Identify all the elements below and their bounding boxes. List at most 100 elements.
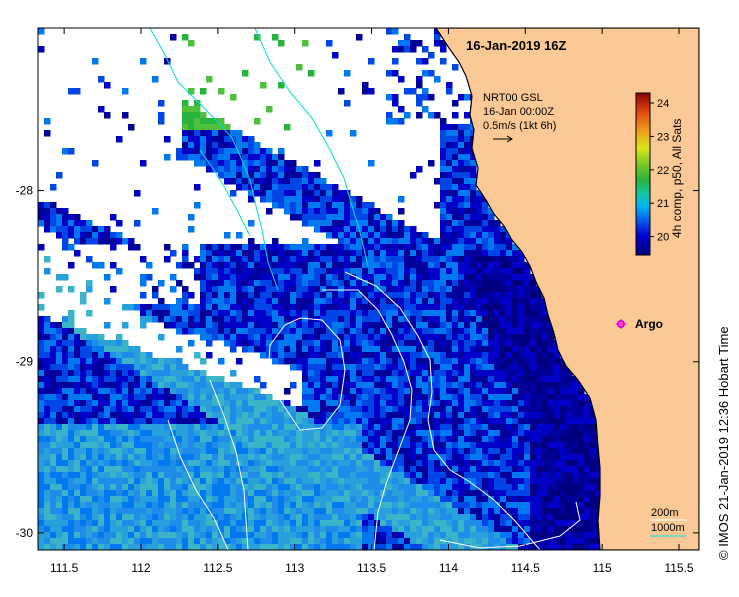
sst-cell [560,484,567,491]
sst-cell [332,232,339,239]
sst-cell [482,424,489,431]
sst-cell [248,148,255,155]
sst-cell [452,226,459,233]
sst-cell [500,346,507,353]
sst-cell [44,328,51,335]
sst-cell [482,334,489,341]
sst-cell [194,106,201,113]
sst-cell [260,520,267,527]
sst-cell [116,532,123,539]
sst-cell [476,418,483,425]
sst-cell [404,430,411,437]
sst-cell [578,496,585,503]
sst-cell [206,376,213,383]
sst-cell [392,118,399,125]
sst-cell [518,472,525,479]
sst-cell [512,430,519,437]
sst-cell [536,418,543,425]
sst-cell [572,448,579,455]
sst-cell [248,178,255,185]
sst-cell [176,460,183,467]
sst-cell [212,460,219,467]
sst-cell [398,106,405,113]
sst-cell [446,280,453,287]
sst-cell [434,532,441,539]
sst-cell [470,484,477,491]
sst-cell [500,382,507,389]
sst-cell [518,532,525,539]
sst-cell [428,280,435,287]
sst-cell [368,394,375,401]
sst-cell [98,106,105,113]
sst-cell [296,274,303,281]
sst-cell [530,322,537,329]
sst-cell [98,484,105,491]
sst-cell [530,334,537,341]
sst-cell [296,298,303,305]
sst-cell [116,232,123,239]
sst-cell [536,340,543,347]
sst-cell [392,358,399,365]
sst-cell [530,508,537,515]
sst-cell [386,94,393,101]
sst-cell [260,190,267,197]
sst-cell [362,466,369,473]
sst-cell [164,490,171,497]
sst-cell [428,538,435,545]
sst-cell [92,430,99,437]
sst-cell [518,328,525,335]
argo-marker[interactable]: Argo [616,317,663,331]
sst-cell [368,244,375,251]
sst-cell [470,280,477,287]
sst-cell [458,376,465,383]
sst-cell [386,214,393,221]
sst-cell [440,184,447,191]
sst-cell [152,538,159,545]
sst-cell [332,190,339,197]
sst-cell [146,274,153,281]
sst-cell [116,418,123,425]
sst-cell [452,418,459,425]
sst-cell [128,376,135,383]
sst-cell [38,508,45,515]
sst-cell [296,544,303,550]
sst-cell [284,202,291,209]
sst-cell [542,448,549,455]
sst-cell [524,364,531,371]
sst-cell [314,394,321,401]
sst-cell [278,256,285,263]
sst-cell [38,394,45,401]
sst-cell [386,280,393,287]
x-axis: 111.5 112 112.5 113 113.5 114 114.5 115 115.5 [50,28,694,575]
sst-cell [512,514,519,521]
sst-cell [50,214,57,221]
sst-cell [146,352,153,359]
sst-cell [530,520,537,527]
sst-cell [158,118,165,125]
sst-cell [248,466,255,473]
sst-cell [230,520,237,527]
sst-cell [212,448,219,455]
sst-cell [410,232,417,239]
sst-cell [464,154,471,161]
sst-cell [218,136,225,143]
sst-cell [182,106,189,113]
sst-cell [254,532,261,539]
sst-cell [116,346,123,353]
sst-cell [380,322,387,329]
sst-cell [572,532,579,539]
sst-cell [236,478,243,485]
sst-cell [212,166,219,173]
sst-cell [212,376,219,383]
sst-cell [260,454,267,461]
sst-cell [494,310,501,317]
sst-cell [140,406,147,413]
sst-cell [464,478,471,485]
sst-cell [254,184,261,191]
sst-cell [182,298,189,305]
sst-cell [434,280,441,287]
sst-cell [194,484,201,491]
sst-cell [536,376,543,383]
sst-cell [500,490,507,497]
sst-cell [368,412,375,419]
